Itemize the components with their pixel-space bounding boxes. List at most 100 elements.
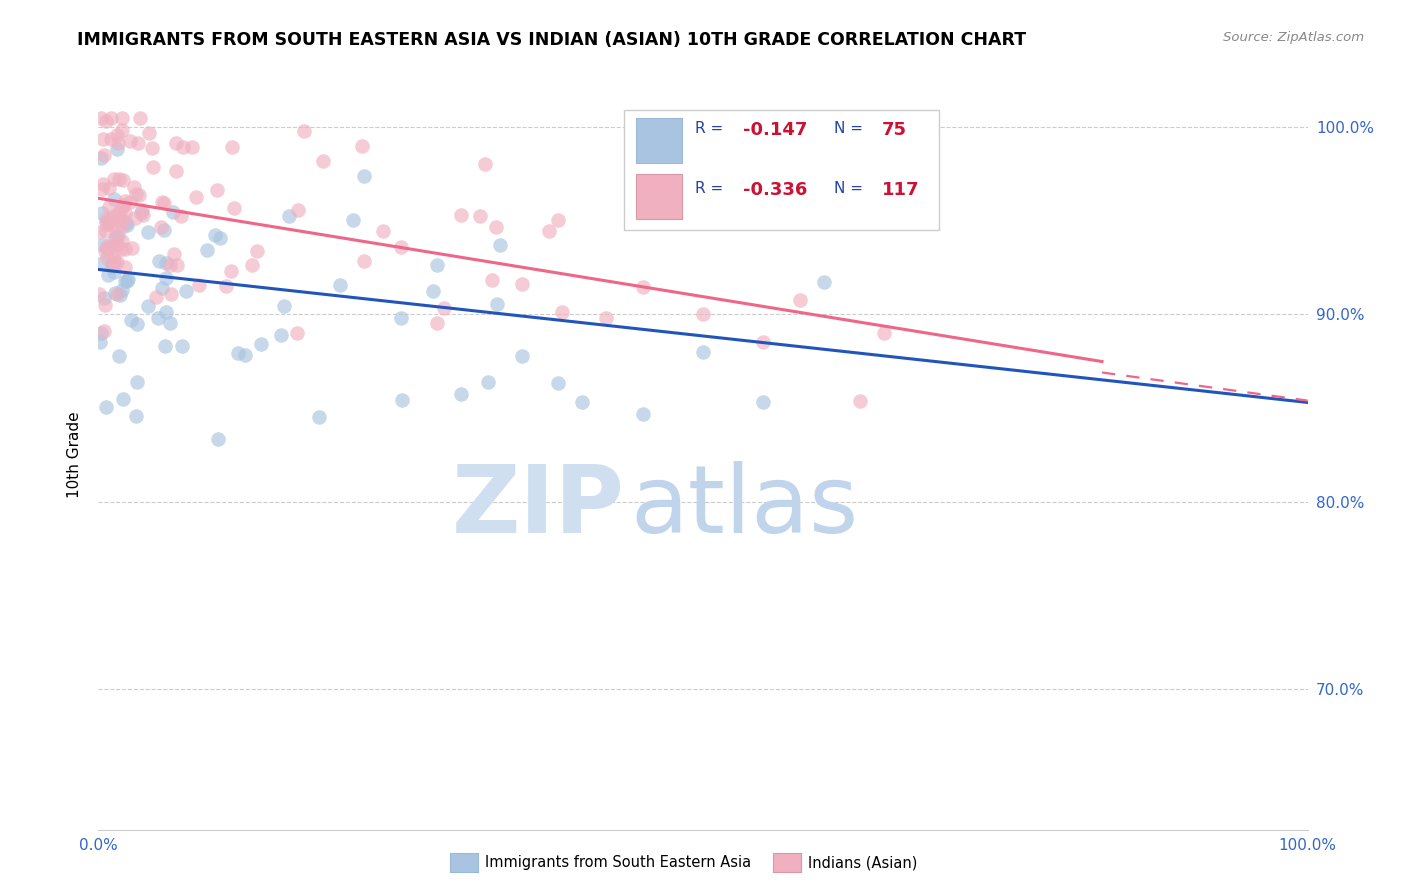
Point <box>115 273 138 287</box>
Point <box>105 229 128 244</box>
Point <box>90 111 112 125</box>
Text: Immigrants from South Eastern Asia: Immigrants from South Eastern Asia <box>485 855 751 870</box>
Point <box>105 236 128 251</box>
Point <box>162 205 184 219</box>
Point <box>207 433 229 447</box>
Point <box>389 310 412 325</box>
FancyBboxPatch shape <box>637 118 682 162</box>
Point <box>152 223 174 237</box>
Point <box>108 210 131 224</box>
Point <box>468 209 491 223</box>
Point <box>187 277 209 292</box>
Point <box>371 224 394 238</box>
Text: Indians (Asian): Indians (Asian) <box>808 855 918 870</box>
Text: 75: 75 <box>882 121 907 139</box>
Point <box>571 395 593 409</box>
Point <box>94 400 117 414</box>
Point <box>97 200 120 214</box>
Point <box>136 299 159 313</box>
Point <box>426 317 449 331</box>
Point <box>485 297 508 311</box>
Point <box>219 264 242 278</box>
Point <box>93 324 115 338</box>
Point <box>111 111 134 125</box>
Point <box>103 253 125 268</box>
Point <box>273 298 295 312</box>
Point <box>90 205 112 219</box>
Point <box>342 213 364 227</box>
Point <box>450 208 472 222</box>
Point <box>141 141 163 155</box>
Point <box>692 307 714 321</box>
Point <box>104 231 127 245</box>
Point <box>510 349 533 363</box>
Point <box>240 258 263 272</box>
Point <box>163 246 186 260</box>
FancyBboxPatch shape <box>637 174 682 219</box>
Point <box>146 310 169 325</box>
Point <box>489 238 512 252</box>
Point <box>96 217 118 231</box>
Point <box>149 219 172 234</box>
Point <box>138 225 160 239</box>
Point <box>170 210 193 224</box>
Point <box>308 409 330 424</box>
Point <box>353 169 375 183</box>
Point <box>159 316 181 330</box>
Point <box>117 272 139 286</box>
Point <box>172 339 194 353</box>
Point <box>114 260 136 274</box>
Point <box>112 173 135 187</box>
Y-axis label: 10th Grade: 10th Grade <box>67 411 83 499</box>
Point <box>204 227 226 242</box>
Point <box>205 182 228 196</box>
Point <box>350 139 373 153</box>
Point <box>752 395 775 409</box>
Point <box>114 216 136 230</box>
Point <box>155 270 177 285</box>
Point <box>118 194 141 209</box>
Point <box>752 334 775 349</box>
Point <box>329 277 352 292</box>
Point <box>120 134 142 148</box>
Point <box>107 136 129 151</box>
Point <box>90 256 112 270</box>
Text: 117: 117 <box>882 181 920 200</box>
Point <box>114 206 136 220</box>
Point <box>692 345 714 359</box>
Point <box>226 346 249 360</box>
Point <box>547 212 569 227</box>
Point <box>153 339 176 353</box>
Point <box>114 274 136 288</box>
Text: Source: ZipAtlas.com: Source: ZipAtlas.com <box>1223 31 1364 45</box>
Point <box>111 283 134 297</box>
Point <box>287 203 309 218</box>
Point <box>114 194 136 208</box>
Point <box>631 407 654 421</box>
Point <box>105 142 128 156</box>
Point <box>125 317 148 331</box>
Point <box>145 290 167 304</box>
Point <box>474 156 496 170</box>
Point <box>389 240 412 254</box>
Point <box>112 392 135 406</box>
Point <box>129 111 152 125</box>
Point <box>89 226 111 240</box>
Point <box>115 218 138 232</box>
Point <box>292 124 315 138</box>
Point <box>184 190 207 204</box>
Point <box>103 218 125 232</box>
Point <box>353 253 375 268</box>
Text: atlas: atlas <box>630 461 859 553</box>
Point <box>100 258 122 272</box>
Point <box>150 281 173 295</box>
Point <box>174 284 197 298</box>
Point <box>111 212 134 227</box>
Point <box>110 288 132 302</box>
Point <box>110 243 132 257</box>
Point <box>87 286 110 301</box>
Point <box>96 251 118 265</box>
Point <box>221 140 243 154</box>
Point <box>96 211 118 226</box>
Point <box>105 237 128 252</box>
